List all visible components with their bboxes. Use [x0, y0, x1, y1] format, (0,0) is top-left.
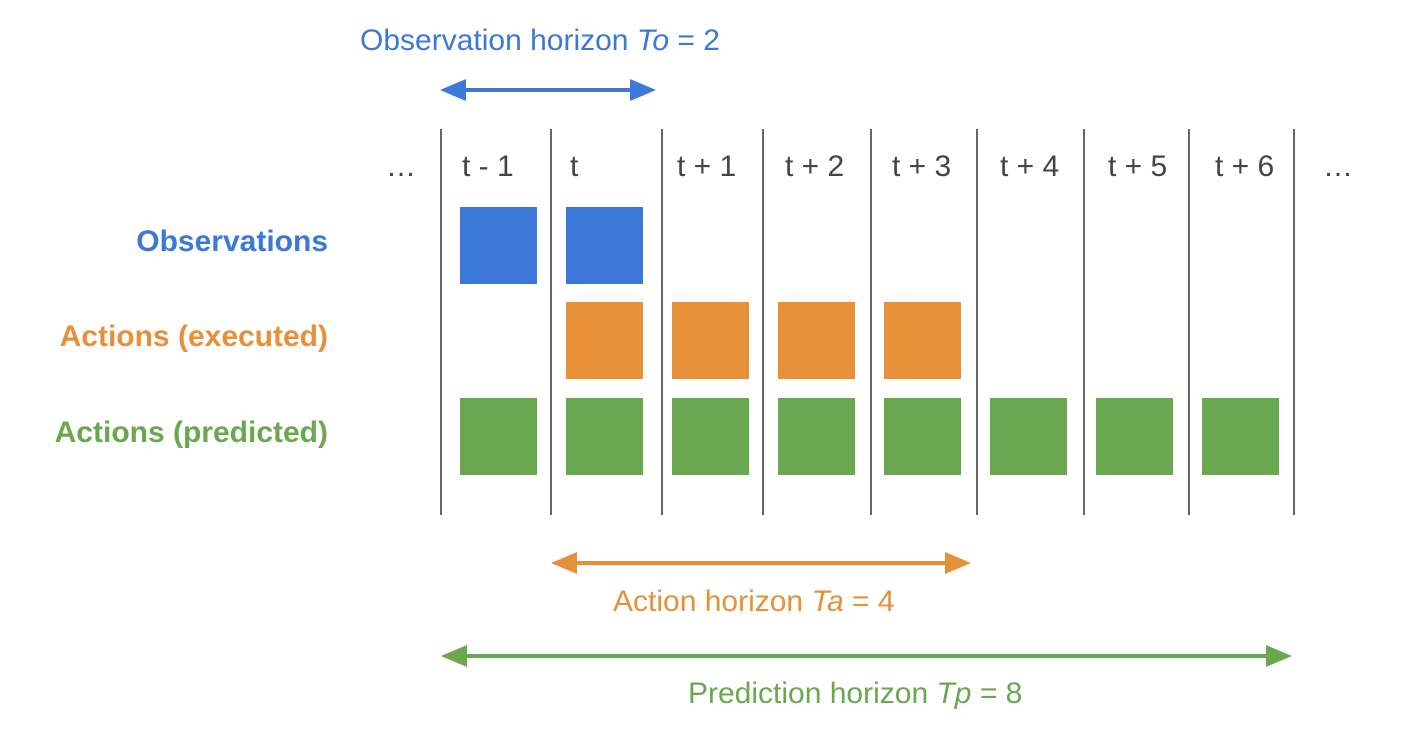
- observation-horizon-symbol: To: [636, 24, 670, 57]
- time-label: t + 2: [785, 150, 845, 183]
- column-divider: [550, 129, 552, 515]
- prediction-horizon-prefix: Prediction horizon: [688, 677, 937, 710]
- time-label: t + 5: [1108, 150, 1168, 183]
- observation-horizon-arrow: [440, 79, 656, 101]
- column-divider: [870, 129, 872, 515]
- action-horizon-symbol: Ta: [811, 585, 844, 618]
- column-divider: [440, 129, 442, 515]
- prediction-horizon-symbol: Tp: [936, 677, 972, 710]
- predicted-action-cell: [1202, 398, 1279, 475]
- observation-horizon-label: Observation horizon To = 2: [360, 24, 720, 58]
- time-label-right-ellipsis: …: [1323, 150, 1353, 183]
- predicted-action-cell: [460, 398, 537, 475]
- observation-horizon-suffix: = 2: [669, 24, 720, 57]
- row-label-observations: Observations: [136, 225, 328, 258]
- observation-horizon-prefix: Observation horizon: [360, 24, 637, 57]
- action-horizon-label: Action horizon Ta = 4: [613, 585, 895, 619]
- action-horizon-suffix: = 4: [843, 585, 895, 618]
- time-label: t + 4: [1000, 150, 1060, 183]
- executed-action-cell: [884, 302, 961, 379]
- prediction-horizon-label: Prediction horizon Tp = 8: [688, 677, 1022, 711]
- prediction-horizon-suffix: = 8: [971, 677, 1023, 710]
- action-horizon-prefix: Action horizon: [613, 585, 812, 618]
- executed-action-cell: [566, 302, 643, 379]
- predicted-action-cell: [778, 398, 855, 475]
- predicted-action-cell: [672, 398, 749, 475]
- predicted-action-cell: [566, 398, 643, 475]
- column-divider: [1188, 129, 1190, 515]
- row-label-actions-executed: Actions (executed): [59, 320, 328, 353]
- time-label: t + 3: [892, 150, 952, 183]
- observation-cell: [460, 207, 537, 284]
- prediction-horizon-arrow: [441, 645, 1292, 667]
- time-label: t + 1: [677, 150, 737, 183]
- column-divider: [1293, 129, 1295, 515]
- time-label-left-ellipsis: …: [386, 150, 416, 183]
- executed-action-cell: [778, 302, 855, 379]
- time-label: t: [570, 150, 579, 183]
- action-horizon-arrow: [551, 552, 971, 574]
- executed-action-cell: [672, 302, 749, 379]
- column-divider: [661, 129, 663, 515]
- row-label-actions-predicted: Actions (predicted): [54, 416, 328, 449]
- predicted-action-cell: [884, 398, 961, 475]
- observation-cell: [566, 207, 643, 284]
- time-label: t + 6: [1215, 150, 1275, 183]
- predicted-action-cell: [990, 398, 1067, 475]
- time-label: t - 1: [462, 150, 514, 183]
- column-divider: [762, 129, 764, 515]
- column-divider: [976, 129, 978, 515]
- predicted-action-cell: [1096, 398, 1173, 475]
- column-divider: [1083, 129, 1085, 515]
